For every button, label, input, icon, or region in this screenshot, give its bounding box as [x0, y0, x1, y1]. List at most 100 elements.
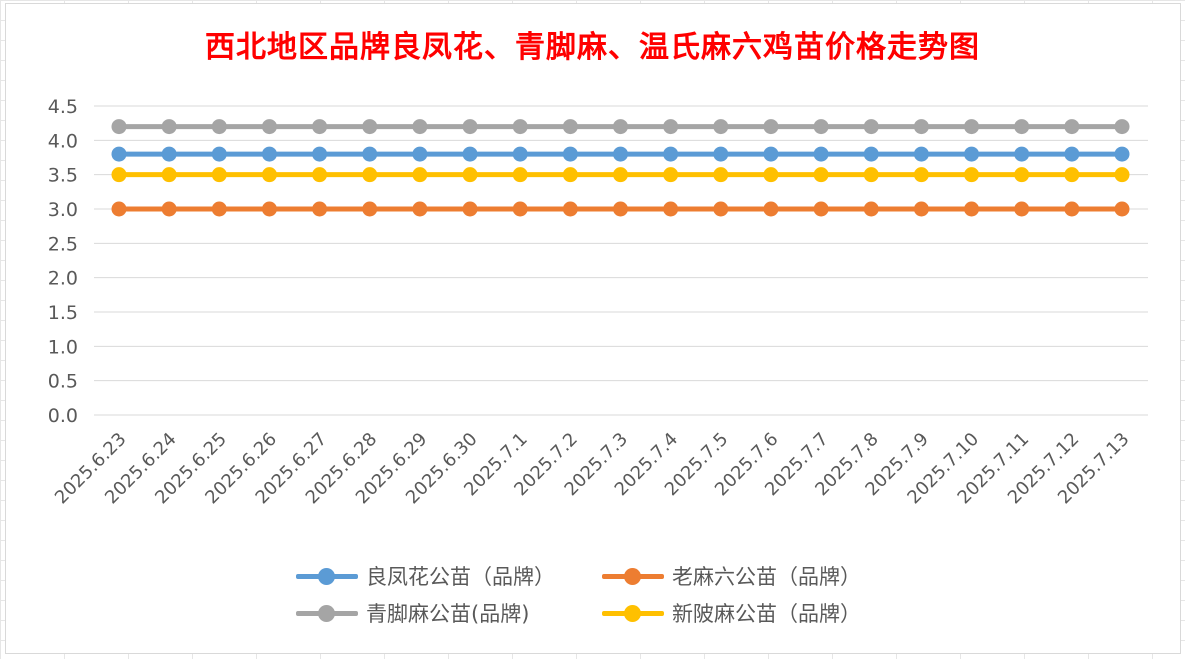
legend-swatch-laomaliu	[602, 561, 664, 591]
data-point[interactable]	[1014, 201, 1030, 217]
data-point[interactable]	[211, 167, 227, 183]
data-point[interactable]	[763, 146, 779, 162]
data-point[interactable]	[713, 167, 729, 183]
data-point[interactable]	[312, 167, 328, 183]
data-point[interactable]	[161, 201, 177, 217]
data-point[interactable]	[613, 146, 628, 162]
data-point[interactable]	[613, 167, 628, 183]
data-point[interactable]	[562, 167, 578, 183]
data-point[interactable]	[111, 201, 127, 217]
data-point[interactable]	[512, 201, 528, 217]
data-point[interactable]	[713, 201, 729, 217]
data-point[interactable]	[312, 119, 328, 135]
data-point[interactable]	[111, 167, 127, 183]
data-point[interactable]	[763, 119, 779, 135]
series-0	[111, 146, 1130, 162]
data-point[interactable]	[613, 119, 628, 135]
data-point[interactable]	[111, 146, 127, 162]
data-point[interactable]	[211, 146, 227, 162]
data-point[interactable]	[261, 201, 277, 217]
data-point[interactable]	[362, 201, 378, 217]
data-point[interactable]	[813, 201, 829, 217]
data-point[interactable]	[813, 146, 829, 162]
y-tick-label: 3.5	[48, 165, 78, 187]
data-point[interactable]	[863, 201, 879, 217]
data-point[interactable]	[1114, 119, 1130, 135]
series-2	[111, 119, 1130, 135]
data-point[interactable]	[713, 146, 729, 162]
data-point[interactable]	[763, 167, 779, 183]
data-point[interactable]	[462, 201, 478, 217]
data-point[interactable]	[863, 167, 879, 183]
data-point[interactable]	[362, 119, 378, 135]
data-point[interactable]	[562, 119, 578, 135]
data-point[interactable]	[1064, 119, 1080, 135]
data-point[interactable]	[211, 201, 227, 217]
data-point[interactable]	[261, 146, 277, 162]
data-point[interactable]	[863, 146, 879, 162]
data-point[interactable]	[462, 119, 478, 135]
data-point[interactable]	[312, 146, 328, 162]
data-point[interactable]	[1114, 201, 1130, 217]
data-point[interactable]	[312, 201, 328, 217]
data-point[interactable]	[161, 119, 177, 135]
data-point[interactable]	[1014, 146, 1030, 162]
data-point[interactable]	[913, 167, 929, 183]
data-point[interactable]	[462, 146, 478, 162]
data-point[interactable]	[412, 146, 428, 162]
data-point[interactable]	[663, 167, 679, 183]
data-point[interactable]	[562, 146, 578, 162]
data-point[interactable]	[161, 146, 177, 162]
legend-item-laomaliu[interactable]: 老麻六公苗（品牌）	[602, 561, 861, 591]
data-point[interactable]	[462, 167, 478, 183]
legend-item-qingjiaoma[interactable]: 青脚麻公苗(品牌)	[296, 598, 529, 628]
data-point[interactable]	[1014, 167, 1030, 183]
data-point[interactable]	[663, 146, 679, 162]
chart-area[interactable]	[5, 3, 1181, 654]
data-point[interactable]	[562, 201, 578, 217]
y-axis-ticks: 0.0 0.5 1.0 1.5 2.0 2.5 3.0 3.5 4.0 4.5	[48, 96, 78, 427]
data-point[interactable]	[663, 119, 679, 135]
data-point[interactable]	[964, 119, 980, 135]
data-point[interactable]	[713, 119, 729, 135]
data-point[interactable]	[412, 201, 428, 217]
data-point[interactable]	[512, 167, 528, 183]
data-point[interactable]	[913, 201, 929, 217]
data-point[interactable]	[613, 201, 628, 217]
data-point[interactable]	[512, 146, 528, 162]
series-3	[111, 167, 1130, 183]
data-point[interactable]	[813, 167, 829, 183]
y-tick-label: 1.5	[48, 302, 78, 324]
data-point[interactable]	[412, 167, 428, 183]
data-point[interactable]	[863, 119, 879, 135]
data-point[interactable]	[362, 167, 378, 183]
data-point[interactable]	[913, 119, 929, 135]
data-point[interactable]	[1114, 146, 1130, 162]
data-point[interactable]	[1064, 146, 1080, 162]
legend-item-liangfenghua[interactable]: 良凤花公苗（品牌）	[296, 561, 555, 591]
data-point[interactable]	[763, 201, 779, 217]
y-tick-label: 2.5	[48, 233, 78, 255]
legend-item-xinpima[interactable]: 新陂麻公苗（品牌）	[602, 598, 861, 628]
data-point[interactable]	[1014, 119, 1030, 135]
data-point[interactable]	[1064, 167, 1080, 183]
data-point[interactable]	[813, 119, 829, 135]
data-point[interactable]	[261, 119, 277, 135]
data-point[interactable]	[964, 201, 980, 217]
data-point[interactable]	[261, 167, 277, 183]
y-tick-label: 0.5	[48, 371, 78, 393]
series-1	[111, 201, 1130, 217]
data-point[interactable]	[211, 119, 227, 135]
data-point[interactable]	[964, 146, 980, 162]
data-point[interactable]	[161, 167, 177, 183]
data-point[interactable]	[512, 119, 528, 135]
data-point[interactable]	[913, 146, 929, 162]
data-point[interactable]	[362, 146, 378, 162]
data-point[interactable]	[1064, 201, 1080, 217]
data-point[interactable]	[663, 201, 679, 217]
data-point[interactable]	[412, 119, 428, 135]
data-point[interactable]	[111, 119, 127, 135]
data-point[interactable]	[964, 167, 980, 183]
data-point[interactable]	[1114, 167, 1130, 183]
